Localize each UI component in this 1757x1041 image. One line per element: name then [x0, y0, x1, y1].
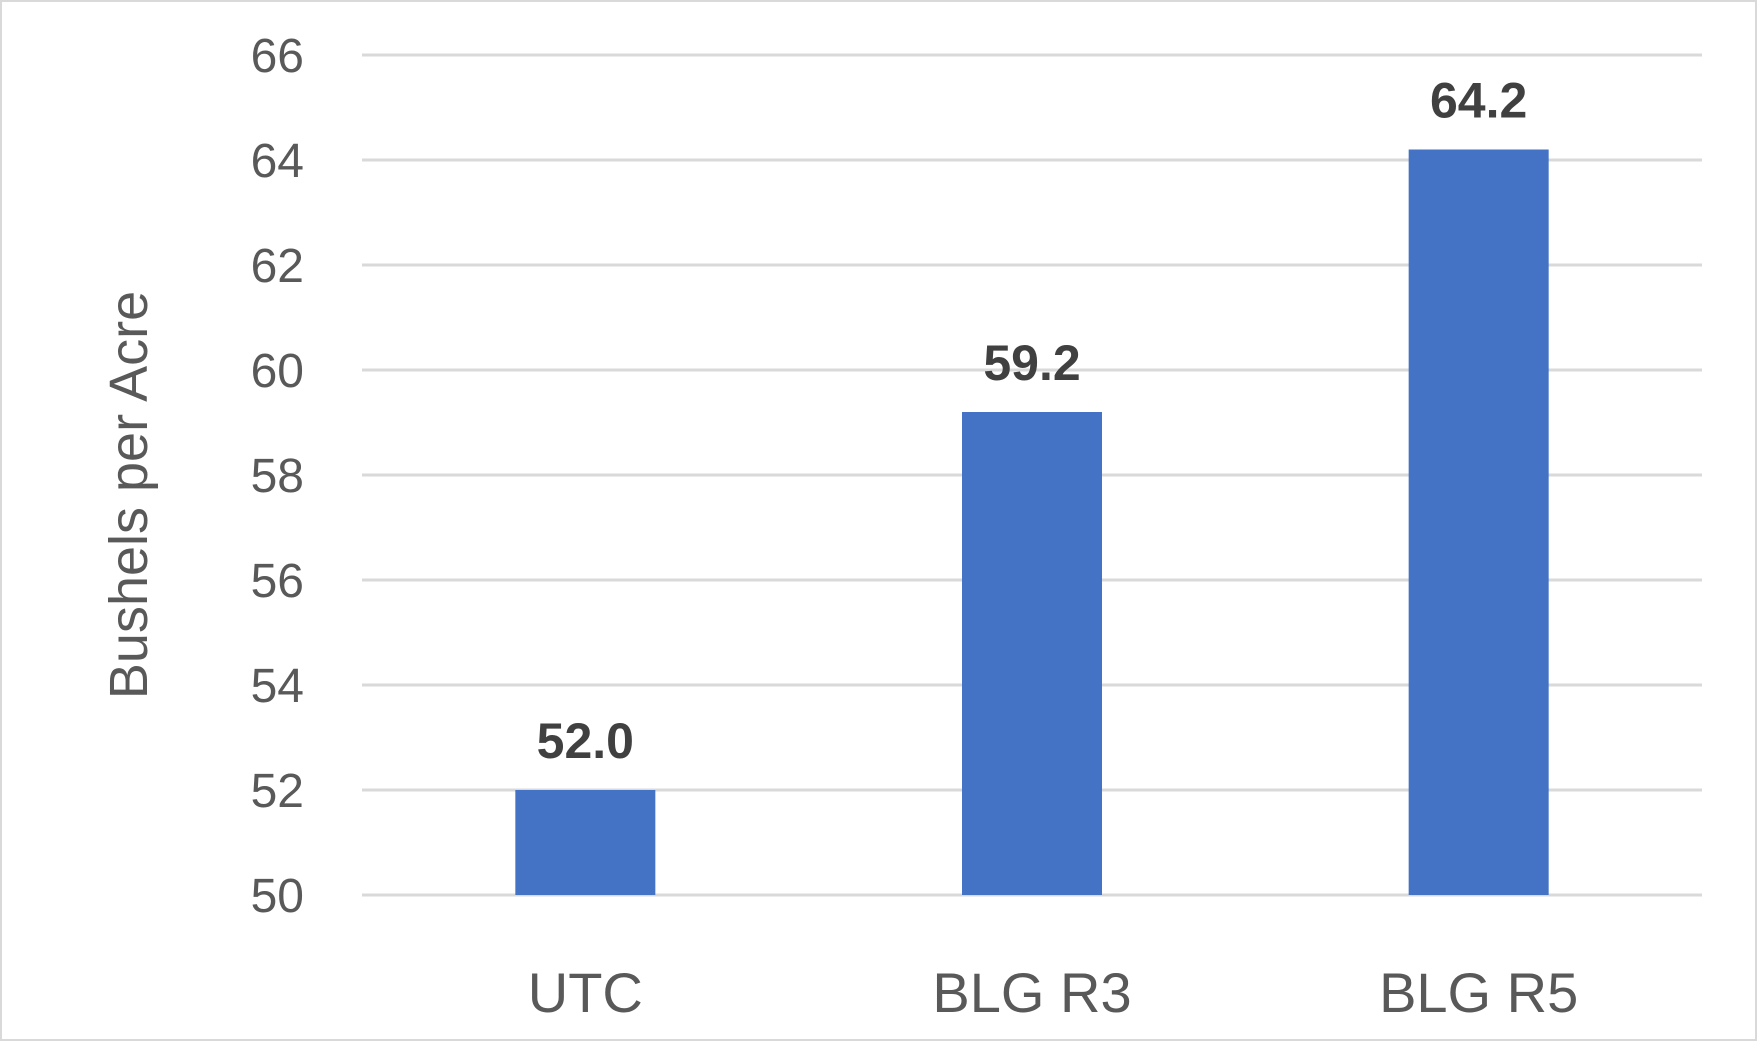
y-axis-title: Bushels per Acre: [99, 291, 159, 699]
data-labels: 52.0 59.2 64.2: [537, 73, 1528, 770]
y-tick-label: 52: [251, 765, 304, 818]
y-axis-ticks: 50 52 54 56 58 60 62 64 66: [251, 30, 304, 923]
bar-blg-r3: [962, 412, 1102, 895]
y-tick-label: 62: [251, 240, 304, 293]
y-tick-label: 66: [251, 30, 304, 83]
y-tick-label: 56: [251, 555, 304, 608]
data-label: 52.0: [537, 713, 634, 769]
x-category-label: BLG R5: [1379, 961, 1578, 1024]
data-label: 64.2: [1430, 73, 1527, 129]
bar-utc: [515, 790, 656, 895]
y-tick-label: 54: [251, 660, 304, 713]
x-category-label: BLG R3: [932, 961, 1131, 1024]
bar-blg-r5: [1408, 149, 1549, 895]
data-label: 59.2: [983, 335, 1080, 391]
x-axis-categories: UTC BLG R3 BLG R5: [528, 961, 1578, 1024]
bars: [515, 149, 1549, 895]
y-tick-label: 58: [251, 450, 304, 503]
y-tick-label: 64: [251, 135, 304, 188]
x-category-label: UTC: [528, 961, 643, 1024]
y-tick-label: 60: [251, 345, 304, 398]
y-tick-label: 50: [251, 870, 304, 923]
